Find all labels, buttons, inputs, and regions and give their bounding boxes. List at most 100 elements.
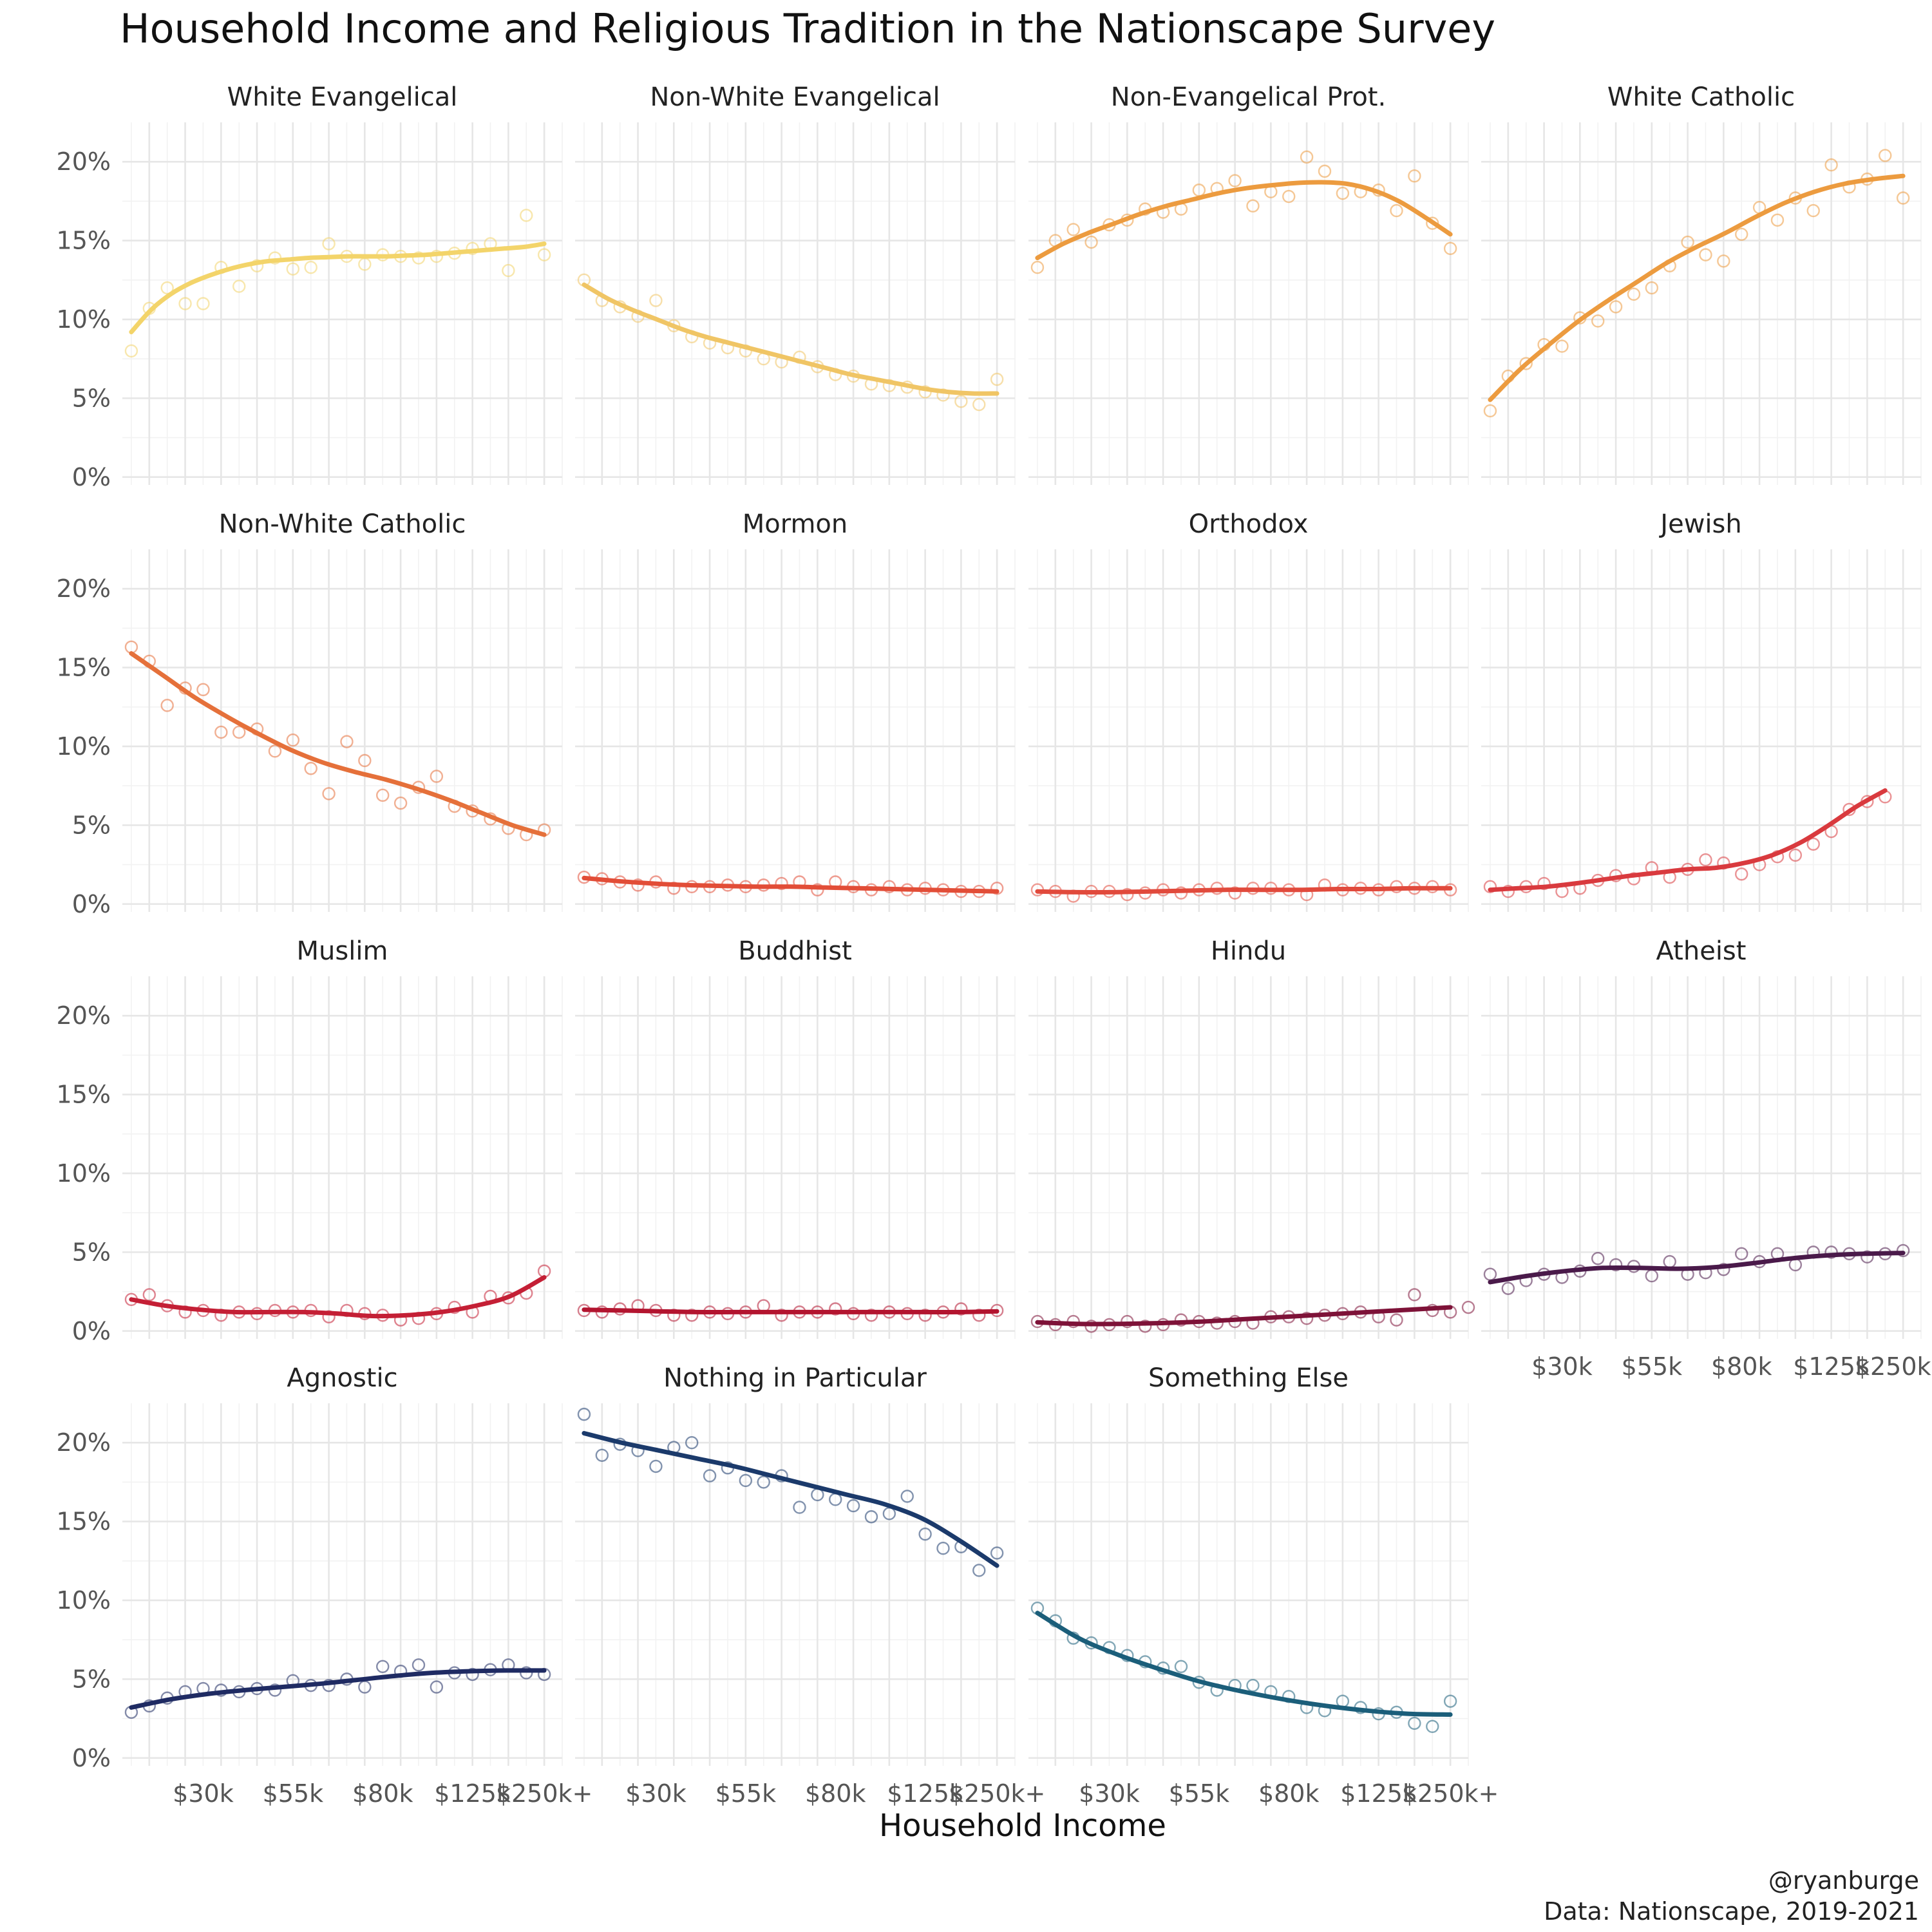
- y-tick-label: 0%: [72, 890, 111, 918]
- data-point: [1426, 1719, 1439, 1734]
- data-point: [1483, 880, 1497, 894]
- data-point: [1824, 1245, 1838, 1259]
- data-point: [1461, 1300, 1475, 1314]
- data-point: [1443, 242, 1457, 256]
- data-point: [1408, 1288, 1421, 1302]
- data-point: [918, 1527, 932, 1541]
- data-point: [196, 683, 210, 697]
- y-tick-label: 15%: [57, 654, 111, 682]
- data-point: [412, 1658, 426, 1672]
- x-tick-label: $30k: [173, 1779, 234, 1808]
- data-point: [864, 1309, 878, 1322]
- facet-label: Jewish: [1658, 509, 1741, 539]
- y-tick-label: 10%: [57, 732, 111, 761]
- trend-line: [1035, 1305, 1453, 1327]
- data-point: [1443, 1694, 1457, 1708]
- data-point: [775, 1309, 788, 1322]
- caption-source: Data: Nationscape, 2019-2021: [1544, 1897, 1919, 1926]
- facet-non-evangelical-prot: Non-Evangelical Prot.: [1028, 82, 1469, 485]
- data-point: [1139, 1320, 1152, 1333]
- data-point: [846, 1499, 860, 1513]
- facet-label: Non-White Evangelical: [650, 82, 940, 112]
- data-point: [1121, 887, 1134, 902]
- data-point: [1174, 1660, 1188, 1673]
- facet-label: Buddhist: [738, 936, 852, 966]
- y-tick-label: 5%: [72, 1238, 111, 1266]
- trend-line: [129, 651, 547, 837]
- data-point: [376, 788, 390, 802]
- trend-line: [1035, 180, 1453, 260]
- data-point: [1681, 235, 1694, 249]
- facet-something-else: Something Else $30k $55k $80k $125k$250k+: [1028, 1363, 1499, 1808]
- x-tick-label: $80k: [1258, 1779, 1320, 1808]
- trend-line: [582, 1431, 999, 1568]
- data-point: [1501, 884, 1515, 898]
- data-point: [358, 753, 372, 768]
- trend-line: [582, 875, 999, 894]
- data-point: [829, 1302, 842, 1316]
- facet-muslim: Muslim 0% 5% 10% 15% 20%: [57, 936, 563, 1345]
- data-point: [972, 397, 986, 412]
- x-tick-label: $55k: [715, 1779, 777, 1808]
- x-tick-label: $80k: [805, 1779, 866, 1808]
- data-point: [1627, 872, 1641, 886]
- data-point: [160, 699, 174, 712]
- facet-orthodox: Orthodox: [1028, 509, 1469, 912]
- data-point: [1879, 149, 1892, 162]
- x-tick-label: $30k: [625, 1779, 687, 1808]
- data-point: [502, 263, 515, 278]
- y-tick-label: 0%: [72, 1317, 111, 1345]
- y-tick-label: 20%: [57, 574, 111, 603]
- data-point: [1735, 867, 1748, 881]
- data-point: [1519, 357, 1533, 370]
- y-tick-label: 15%: [57, 1508, 111, 1536]
- data-point: [1717, 254, 1730, 268]
- data-point: [990, 882, 1004, 895]
- trend-line: [129, 242, 547, 335]
- facet-label: White Evangelical: [227, 82, 458, 112]
- data-point: [1408, 169, 1421, 183]
- facet-label: Non-Evangelical Prot.: [1111, 82, 1386, 112]
- facet-nothing-in-particular: Nothing in Particular $30k $55k $80k $125k$2…: [575, 1363, 1045, 1808]
- trend-line: [582, 282, 999, 396]
- data-point: [1300, 1311, 1314, 1325]
- data-point: [1806, 837, 1820, 851]
- data-point: [1896, 1244, 1910, 1258]
- facet-jewish: Jewish: [1481, 509, 1922, 912]
- data-point: [1806, 204, 1820, 218]
- x-tick-label: $55k: [263, 1779, 324, 1808]
- facet-white-evangelical: White Evangelical 0% 5% 10% 15% 20%: [57, 82, 563, 491]
- data-point: [1084, 235, 1098, 249]
- y-tick-label: 20%: [57, 1428, 111, 1457]
- facet-label: Muslim: [297, 936, 388, 966]
- data-point: [864, 1510, 878, 1524]
- x-tick-label: $125k: [887, 1779, 963, 1808]
- data-point: [1246, 1678, 1260, 1692]
- data-point: [1408, 1716, 1421, 1730]
- x-tick-label: $125k: [1340, 1779, 1417, 1808]
- data-point: [520, 1666, 533, 1680]
- y-tick-label: 5%: [72, 811, 111, 839]
- data-point: [1609, 300, 1623, 314]
- x-tick-label: $250k+: [496, 1779, 593, 1808]
- data-point: [990, 372, 1004, 386]
- y-tick-label: 20%: [57, 1001, 111, 1030]
- data-point: [160, 281, 174, 295]
- data-point: [703, 1469, 717, 1482]
- y-tick-label: 5%: [72, 384, 111, 412]
- data-point: [739, 1473, 753, 1488]
- data-point: [1627, 287, 1641, 301]
- data-point: [1896, 191, 1910, 205]
- data-point: [1609, 1258, 1623, 1272]
- data-point: [196, 297, 210, 310]
- data-point: [685, 1435, 699, 1450]
- y-tick-label: 10%: [57, 1586, 111, 1615]
- data-point: [268, 744, 282, 758]
- x-tick-label: $250k+: [1402, 1779, 1499, 1808]
- y-tick-label: 10%: [57, 1159, 111, 1188]
- y-tick-label: 20%: [57, 147, 111, 176]
- data-point: [685, 1309, 699, 1322]
- data-point: [1717, 1263, 1730, 1276]
- data-point: [649, 294, 663, 307]
